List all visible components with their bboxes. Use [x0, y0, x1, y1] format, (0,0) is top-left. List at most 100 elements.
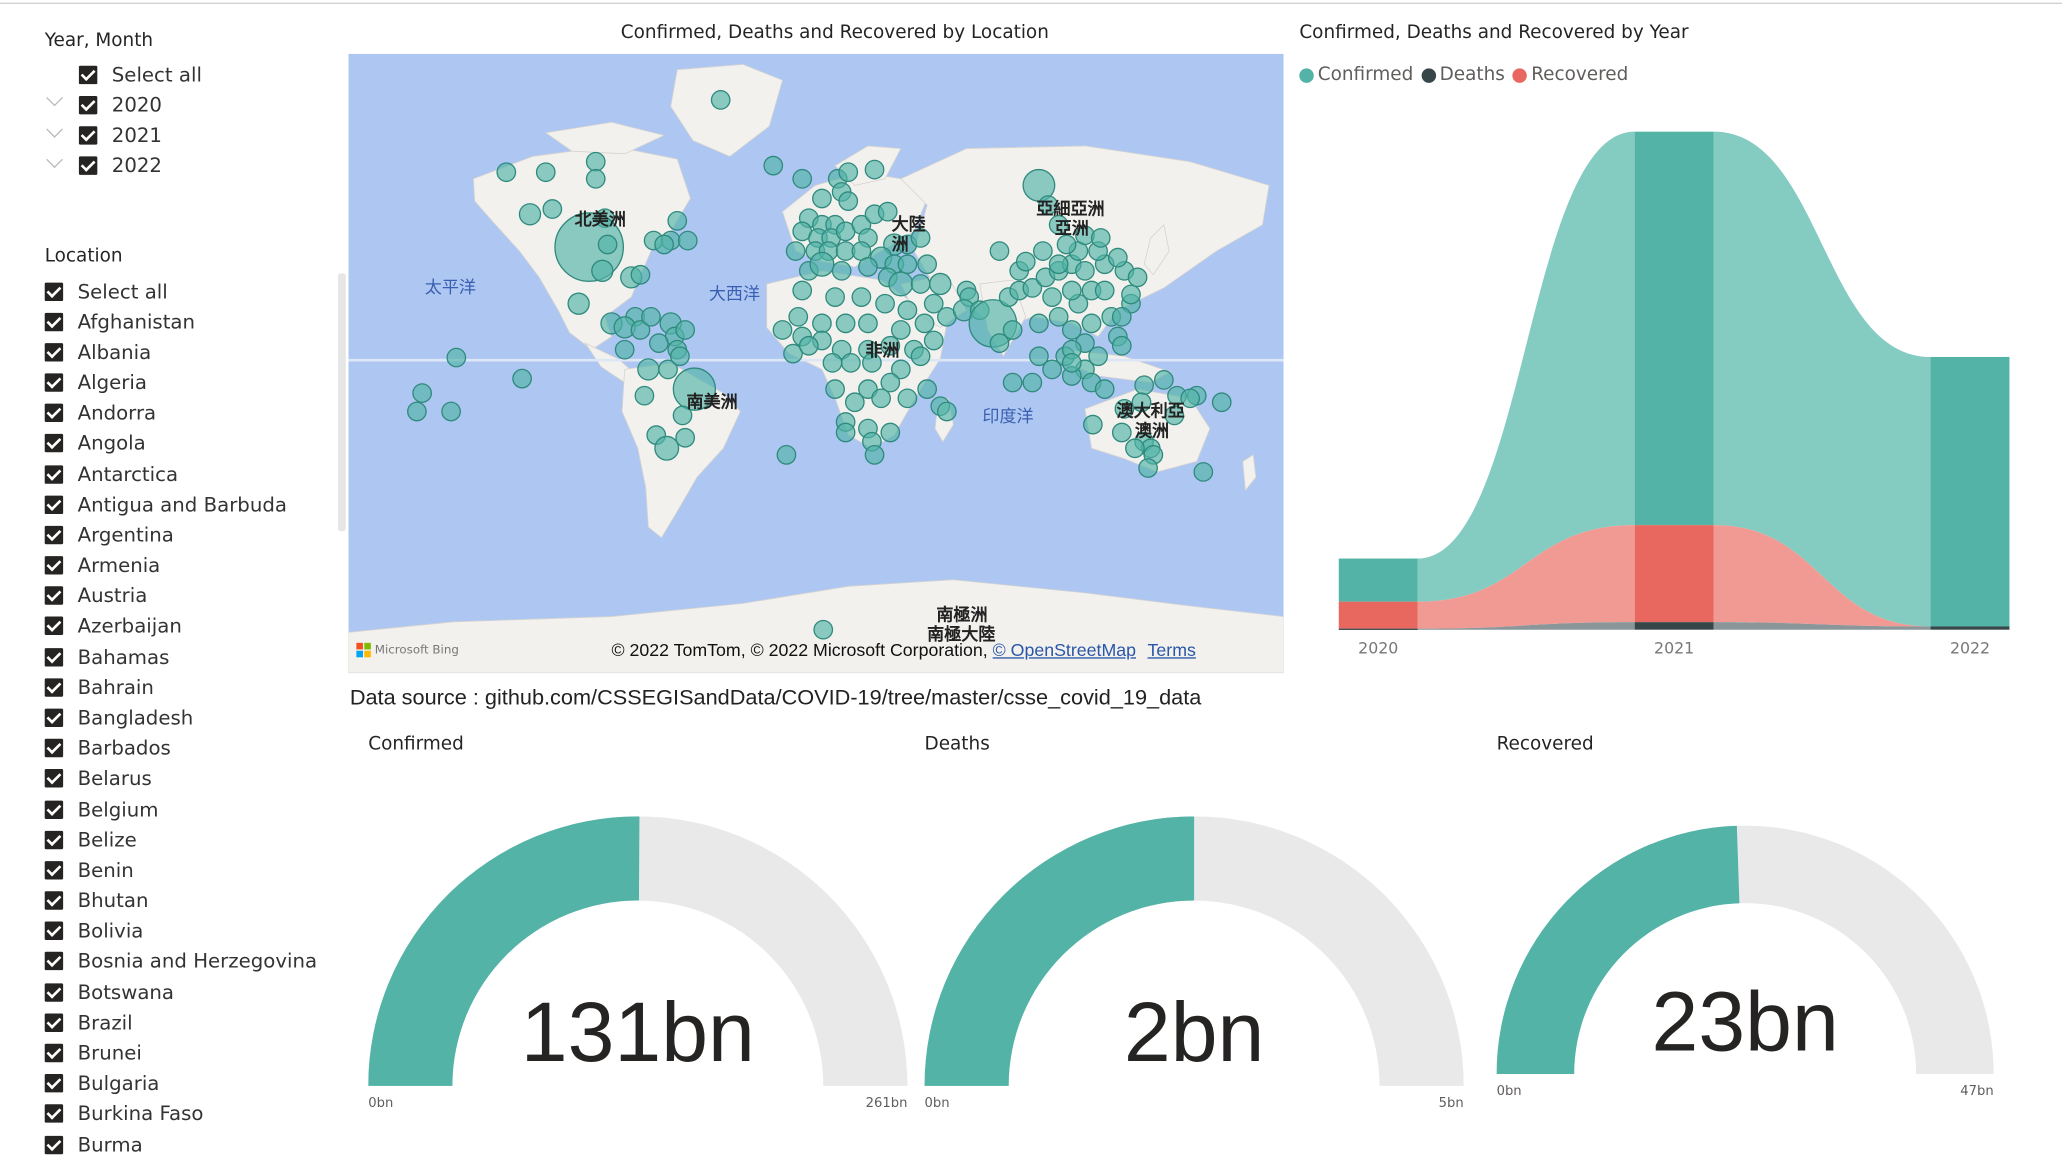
year-option[interactable]: 2022 [78, 151, 162, 181]
bar-deaths-2021[interactable] [1634, 622, 1714, 630]
location-bubble[interactable] [880, 422, 901, 443]
location-bubble[interactable] [1048, 254, 1069, 275]
openstreetmap-link[interactable]: © OpenStreetMap [992, 640, 1136, 660]
location-bubble[interactable] [838, 191, 859, 211]
location-bubble[interactable] [929, 272, 952, 296]
terms-link[interactable]: Terms [1147, 640, 1196, 660]
bubble-map[interactable]: 太平洋 北美洲 大西洋 大陸 洲 亞細亞洲 亞洲 非洲 南美洲 印度洋 澳大利亞… [348, 53, 1284, 674]
location-bubble[interactable] [512, 368, 532, 389]
location-bubble[interactable] [630, 264, 651, 285]
bar-recovered-2021[interactable] [1634, 525, 1714, 623]
location-bubble[interactable] [772, 320, 793, 340]
location-bubble[interactable] [937, 401, 957, 422]
ribbon-recovered[interactable] [1713, 525, 1931, 627]
location-option[interactable]: Belgium [44, 794, 159, 824]
location-bubble[interactable] [675, 320, 696, 340]
location-bubble[interactable] [1061, 352, 1082, 373]
location-bubble[interactable] [518, 203, 542, 226]
location-bubble[interactable] [1056, 234, 1077, 255]
location-bubble[interactable] [897, 300, 918, 321]
location-bubble[interactable] [1033, 241, 1053, 261]
location-bubble[interactable] [535, 162, 556, 183]
location-bubble[interactable] [798, 335, 819, 356]
location-option[interactable]: Bhutan [44, 886, 149, 916]
checkbox-checked-icon[interactable] [44, 860, 64, 880]
location-bubble[interactable] [1125, 438, 1145, 459]
location-bubble[interactable] [910, 346, 931, 367]
location-bubble[interactable] [910, 274, 931, 294]
location-bubble[interactable] [1094, 379, 1115, 399]
checkbox-checked-icon[interactable] [44, 525, 64, 545]
location-bubble[interactable] [1121, 284, 1141, 305]
location-bubble[interactable] [875, 293, 895, 314]
location-bubble[interactable] [585, 151, 606, 172]
location-option[interactable]: Antarctica [44, 459, 178, 489]
location-bubble[interactable] [858, 313, 878, 334]
location-bubble[interactable] [597, 234, 618, 255]
bar-deaths-2020[interactable] [1338, 628, 1418, 630]
legend-item-recovered[interactable]: Recovered [1512, 64, 1628, 85]
location-bubble[interactable] [672, 367, 717, 411]
checkbox-checked-icon[interactable] [44, 495, 64, 514]
location-bubble[interactable] [441, 401, 461, 422]
location-bubble[interactable] [838, 162, 859, 183]
checkbox-checked-icon[interactable] [78, 65, 98, 84]
checkbox-checked-icon[interactable] [44, 434, 64, 453]
location-bubble[interactable] [890, 359, 911, 380]
location-bubble[interactable] [649, 333, 669, 353]
checkbox-checked-icon[interactable] [44, 708, 64, 727]
location-bubble[interactable] [813, 619, 834, 640]
location-bubble[interactable] [710, 90, 731, 110]
location-bubble[interactable] [1134, 375, 1155, 396]
checkbox-checked-icon[interactable] [44, 1043, 64, 1063]
location-bubble[interactable] [585, 168, 606, 189]
location-bubble[interactable] [835, 422, 856, 443]
checkbox-checked-icon[interactable] [44, 464, 64, 484]
location-bubble[interactable] [862, 352, 882, 373]
checkbox-checked-icon[interactable] [44, 799, 64, 819]
location-bubble[interactable] [897, 254, 918, 275]
location-bubble[interactable] [1138, 458, 1158, 478]
location-bubble[interactable] [914, 313, 935, 334]
checkbox-checked-icon[interactable] [44, 586, 64, 606]
year-option[interactable]: 2021 [78, 120, 162, 150]
location-bubble[interactable] [888, 271, 914, 297]
checkbox-checked-icon[interactable] [44, 373, 64, 392]
location-option[interactable]: Azerbaijan [44, 611, 182, 641]
location-bubble[interactable] [1193, 462, 1214, 482]
location-bubble[interactable] [1114, 398, 1135, 419]
location-bubble[interactable] [672, 405, 693, 426]
location-bubble[interactable] [446, 347, 467, 368]
location-bubble[interactable] [1061, 280, 1082, 301]
checkbox-checked-icon[interactable] [44, 617, 64, 636]
ribbon-confirmed[interactable] [1713, 131, 1931, 627]
checkbox-checked-icon[interactable] [78, 126, 98, 145]
location-bubble[interactable] [851, 287, 872, 307]
location-option[interactable]: Argentina [44, 520, 174, 550]
location-bubble[interactable] [614, 339, 635, 360]
checkbox-checked-icon[interactable] [44, 342, 64, 362]
location-select-all-option[interactable]: Select all [44, 276, 168, 306]
ribbon-chart[interactable]: 2020 2021 2022 [1315, 92, 2051, 670]
location-bubble[interactable] [675, 427, 696, 448]
checkbox-checked-icon[interactable] [44, 891, 64, 910]
location-option[interactable]: Albania [44, 337, 152, 367]
checkbox-checked-icon[interactable] [44, 739, 64, 758]
location-bubble[interactable] [917, 254, 938, 275]
location-bubble[interactable] [1002, 320, 1023, 340]
location-bubble[interactable] [831, 260, 852, 281]
location-option[interactable]: Botswana [44, 977, 174, 1007]
location-bubble[interactable] [812, 313, 832, 334]
location-bubble[interactable] [412, 383, 433, 403]
location-bubble[interactable] [1111, 306, 1132, 327]
chevron-down-icon[interactable] [46, 120, 63, 138]
location-option[interactable]: Algeria [44, 367, 147, 397]
checkbox-checked-icon[interactable] [44, 647, 64, 667]
location-bubble[interactable] [1082, 414, 1103, 435]
location-bubble[interactable] [1061, 320, 1082, 340]
location-bubble[interactable] [822, 352, 843, 373]
gauge-recovered[interactable] [1496, 825, 1999, 1080]
location-bubble[interactable] [809, 251, 835, 277]
ribbon-deaths[interactable] [1417, 622, 1635, 630]
location-bubble[interactable] [1029, 346, 1049, 367]
